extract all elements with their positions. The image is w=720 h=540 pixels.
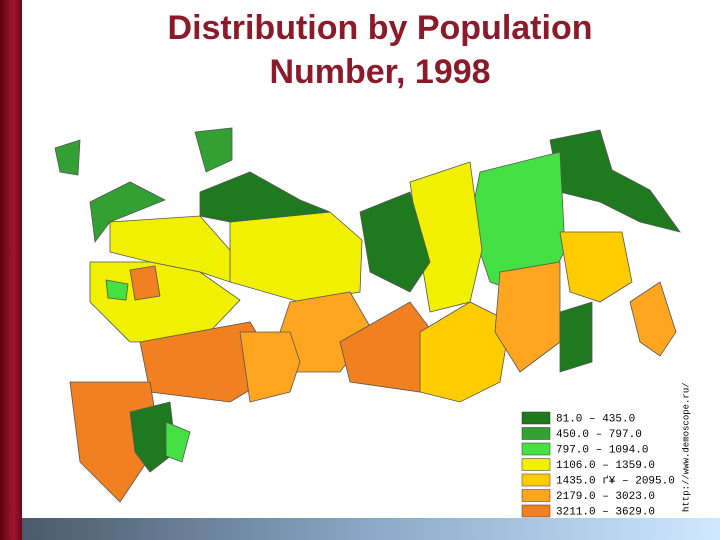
- region: [549, 129, 681, 233]
- region: [105, 279, 129, 301]
- legend-label: 450.0 – 797.0: [556, 429, 642, 441]
- region: [559, 231, 633, 303]
- region: [54, 139, 81, 176]
- legend-label: 81.0 – 435.0: [556, 413, 635, 425]
- source-url: http://www.demoscope.ru/: [681, 382, 691, 512]
- region: [109, 215, 231, 283]
- region: [89, 181, 166, 244]
- region: [239, 331, 301, 403]
- legend-label: 1435.0 ґ¥ – 2095.0: [556, 475, 675, 487]
- legend-swatch: [521, 489, 551, 502]
- region: [129, 401, 177, 473]
- legend-swatch: [521, 458, 551, 471]
- region: [129, 265, 161, 301]
- legend: 81.0 – 435.0 450.0 – 797.0 797.0 – 1094.0 1…: [521, 411, 675, 518]
- legend-label: 2179.0 – 3023.0: [556, 491, 655, 503]
- legend-swatch: [521, 504, 551, 518]
- side-bar: [0, 0, 22, 540]
- region: [629, 281, 677, 357]
- region: [494, 261, 561, 373]
- region: [89, 261, 241, 343]
- legend-label: 3211.0 – 3629.0: [556, 506, 655, 518]
- legend-label: 797.0 – 1094.0: [556, 444, 648, 456]
- region: [194, 127, 233, 173]
- bottom-bar: [22, 518, 720, 540]
- region: [419, 301, 511, 403]
- region: [359, 191, 431, 293]
- region: [559, 301, 593, 373]
- legend-swatch: [521, 473, 551, 487]
- legend-swatch: [521, 411, 551, 425]
- region: [229, 211, 363, 303]
- legend-swatch: [521, 427, 551, 440]
- slide-title: Distribution by Population Number, 1998: [167, 9, 593, 91]
- map-regions: [54, 127, 681, 503]
- region: [165, 421, 191, 463]
- legend-swatch: [521, 442, 551, 456]
- legend-label: 1106.0 – 1359.0: [556, 460, 655, 472]
